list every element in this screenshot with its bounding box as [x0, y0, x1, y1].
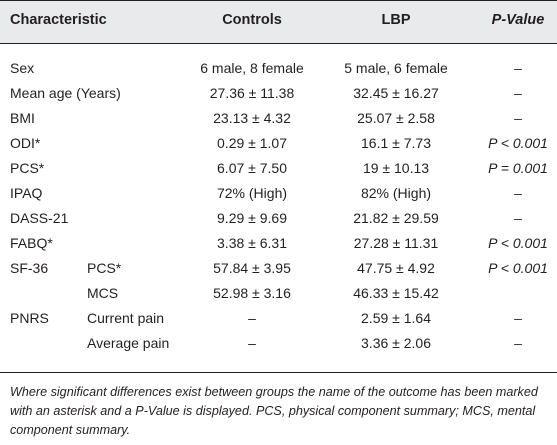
- row-controls-value: 57.84 ± 3.95: [213, 260, 291, 276]
- row-controls-value: 3.38 ± 6.31: [217, 235, 287, 251]
- row-p-value: –: [514, 310, 522, 326]
- row-lbp-value: 27.28 ± 11.31: [353, 235, 439, 251]
- row-controls-value: 9.29 ± 9.69: [217, 210, 287, 226]
- row-label: PNRS: [10, 310, 49, 326]
- row-lbp-value: 32.45 ± 16.27: [353, 85, 439, 101]
- row-lbp-value: 25.07 ± 2.58: [357, 110, 435, 126]
- row-lbp-value: 46.33 ± 15.42: [353, 285, 439, 301]
- row-p-value: P < 0.001: [488, 235, 548, 251]
- row-p-value: –: [514, 210, 522, 226]
- row-lbp-value: 5 male, 6 female: [344, 60, 448, 76]
- row-label: PCS*: [10, 160, 45, 176]
- row-label: Mean age (Years): [10, 85, 121, 101]
- row-controls-value: 6 male, 8 female: [200, 60, 304, 76]
- row-lbp-value: 16.1 ± 7.73: [361, 135, 431, 151]
- row-controls-value: 52.98 ± 3.16: [213, 285, 291, 301]
- row-sublabel: PCS*: [87, 260, 122, 276]
- row-label: DASS-21: [10, 210, 69, 226]
- table-header-band: [0, 0, 557, 43]
- row-p-value: –: [514, 60, 522, 76]
- row-p-value: P < 0.001: [488, 135, 548, 151]
- row-controls-value: –: [248, 335, 256, 351]
- row-lbp-value: 3.36 ± 2.06: [361, 335, 431, 351]
- table-footnote: Where significant differences exist betw…: [10, 385, 538, 437]
- row-label: Sex: [10, 60, 35, 76]
- header-p-value: P-Value: [491, 12, 545, 28]
- row-lbp-value: 19 ± 10.13: [362, 160, 430, 176]
- row-p-value: P = 0.001: [488, 160, 548, 176]
- row-p-value: –: [514, 110, 522, 126]
- row-label: IPAQ: [10, 185, 43, 201]
- row-controls-value: 23.13 ± 4.32: [213, 110, 291, 126]
- top-rule: [0, 0, 557, 1]
- row-controls-value: –: [248, 310, 256, 326]
- row-label: BMI: [10, 110, 35, 126]
- row-p-value: P < 0.001: [488, 260, 548, 276]
- header-characteristic: Characteristic: [10, 12, 107, 28]
- row-p-value: –: [514, 85, 522, 101]
- row-controls-value: 72% (High): [216, 185, 288, 201]
- row-lbp-value: 21.82 ± 29.59: [353, 210, 439, 226]
- header-rule: [0, 43, 557, 44]
- row-p-value: –: [514, 335, 522, 351]
- row-sublabel: Average pain: [87, 335, 170, 351]
- row-lbp-value: 2.59 ± 1.64: [361, 310, 431, 326]
- row-label: FABQ*: [10, 235, 53, 251]
- header-controls: Controls: [222, 12, 282, 28]
- bottom-rule: [0, 372, 557, 373]
- row-sublabel: MCS: [87, 285, 119, 301]
- row-label: ODI*: [10, 135, 41, 151]
- row-lbp-value: 47.75 ± 4.92: [357, 260, 435, 276]
- row-controls-value: 0.29 ± 1.07: [217, 135, 287, 151]
- row-controls-value: 27.36 ± 11.38: [209, 85, 295, 101]
- row-controls-value: 6.07 ± 7.50: [217, 160, 287, 176]
- header-lbp: LBP: [381, 12, 411, 28]
- row-p-value: –: [514, 185, 522, 201]
- row-sublabel: Current pain: [87, 310, 165, 326]
- row-label: SF-36: [10, 260, 49, 276]
- row-lbp-value: 82% (High): [360, 185, 432, 201]
